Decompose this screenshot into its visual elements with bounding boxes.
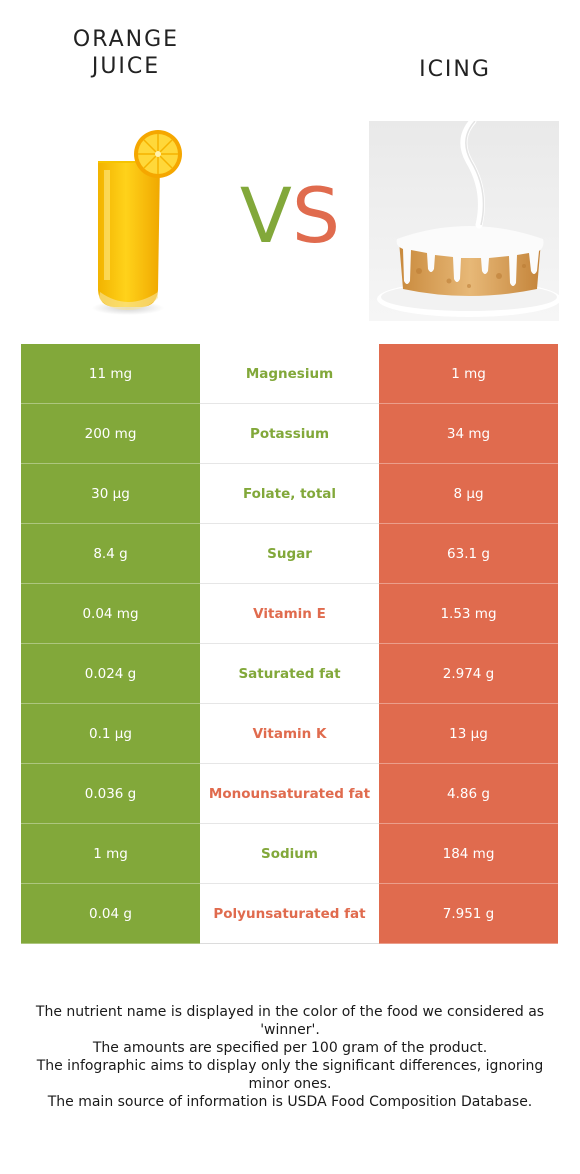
right-value-cell: 2.974 g	[379, 644, 558, 704]
nutrient-name-cell: Folate, total	[200, 464, 379, 524]
table-row: 11 mg Magnesium 1 mg	[21, 344, 558, 404]
left-value-cell: 8.4 g	[21, 524, 200, 584]
footnote-line1: The nutrient name is displayed in the co…	[35, 1004, 545, 1038]
left-value-cell: 1 mg	[21, 824, 200, 884]
vs-s: S	[291, 171, 341, 260]
right-value-cell: 34 mg	[379, 404, 558, 464]
vs-v: V	[239, 171, 292, 260]
nutrient-name-cell: Monounsaturated fat	[200, 764, 379, 824]
nutrient-name-cell: Potassium	[200, 404, 379, 464]
table-row: 30 µg Folate, total 8 µg	[21, 464, 558, 524]
right-value-cell: 184 mg	[379, 824, 558, 884]
table-row: 200 mg Potassium 34 mg	[21, 404, 558, 464]
nutrient-name-cell: Vitamin K	[200, 704, 379, 764]
nutrient-name-cell: Magnesium	[200, 344, 379, 404]
right-value-cell: 63.1 g	[379, 524, 558, 584]
nutrient-comparison-table: 11 mg Magnesium 1 mg 200 mg Potassium 34 mg 30…	[21, 344, 558, 944]
table-row: 0.024 g Saturated fat 2.974 g	[21, 644, 558, 704]
nutrient-name-cell: Polyunsaturated fat	[200, 884, 379, 944]
left-value-cell: 0.024 g	[21, 644, 200, 704]
right-value-cell: 1 mg	[379, 344, 558, 404]
right-value-cell: 4.86 g	[379, 764, 558, 824]
footnote-line2: The amounts are specified per 100 gram o…	[92, 1040, 488, 1056]
left-food-title-line1: ORANGE	[72, 27, 180, 52]
nutrient-name-cell: Vitamin E	[200, 584, 379, 644]
table-row: 0.04 mg Vitamin E 1.53 mg	[21, 584, 558, 644]
left-food-title-line2: JUICE	[91, 54, 161, 79]
left-food-title: ORANGE JUICE	[26, 26, 226, 80]
left-value-cell: 0.1 µg	[21, 704, 200, 764]
table-row: 0.1 µg Vitamin K 13 µg	[21, 704, 558, 764]
footnote: The nutrient name is displayed in the co…	[15, 1003, 565, 1111]
left-value-cell: 200 mg	[21, 404, 200, 464]
left-value-cell: 0.04 g	[21, 884, 200, 944]
table-row: 0.036 g Monounsaturated fat 4.86 g	[21, 764, 558, 824]
left-value-cell: 30 µg	[21, 464, 200, 524]
table-row: 1 mg Sodium 184 mg	[21, 824, 558, 884]
right-value-cell: 7.951 g	[379, 884, 558, 944]
nutrient-name-cell: Sugar	[200, 524, 379, 584]
right-value-cell: 13 µg	[379, 704, 558, 764]
right-value-cell: 8 µg	[379, 464, 558, 524]
orange-juice-glass-icon	[86, 120, 186, 320]
left-value-cell: 0.04 mg	[21, 584, 200, 644]
right-value-cell: 1.53 mg	[379, 584, 558, 644]
table-row: 8.4 g Sugar 63.1 g	[21, 524, 558, 584]
nutrient-name-cell: Saturated fat	[200, 644, 379, 704]
iced-cake-icon	[369, 117, 561, 321]
nutrient-name-cell: Sodium	[200, 824, 379, 884]
table-row: 0.04 g Polyunsaturated fat 7.951 g	[21, 884, 558, 944]
vs-label: VS	[220, 166, 360, 266]
left-value-cell: 0.036 g	[21, 764, 200, 824]
left-value-cell: 11 mg	[21, 344, 200, 404]
right-food-title: ICING	[419, 57, 491, 82]
footnote-line3: The infographic aims to display only the…	[36, 1058, 544, 1092]
footnote-line4: The main source of information is USDA F…	[47, 1094, 533, 1110]
